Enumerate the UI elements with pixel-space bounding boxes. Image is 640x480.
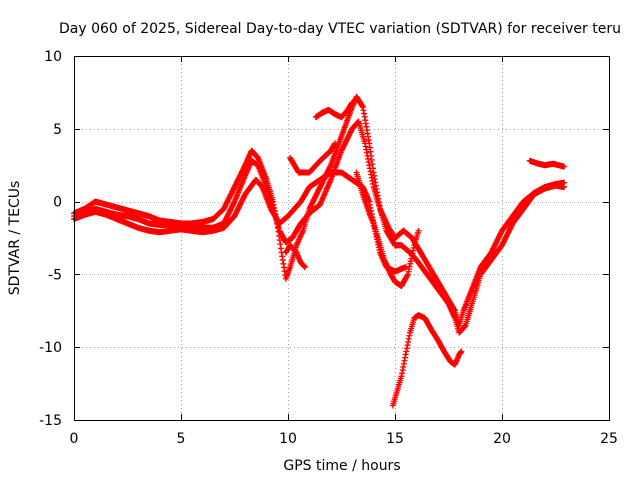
data-points bbox=[71, 93, 568, 409]
data-series bbox=[71, 93, 568, 336]
y-tick-label: -15 bbox=[39, 413, 62, 429]
x-tick-label: 0 bbox=[70, 431, 79, 447]
data-series bbox=[526, 157, 568, 170]
chart-title: Day 060 of 2025, Sidereal Day-to-day VTE… bbox=[59, 21, 621, 37]
x-tick-label: 25 bbox=[600, 431, 618, 447]
x-tick-label: 5 bbox=[177, 431, 186, 447]
y-tick-label: 0 bbox=[53, 195, 62, 211]
y-tick-label: 5 bbox=[53, 122, 62, 138]
data-series bbox=[71, 118, 568, 329]
data-point bbox=[561, 184, 568, 191]
y-tick-label: -10 bbox=[39, 340, 62, 356]
data-series bbox=[282, 242, 309, 271]
data-point bbox=[332, 140, 339, 147]
data-series bbox=[71, 169, 422, 290]
data-point bbox=[415, 227, 422, 234]
data-point bbox=[458, 348, 465, 355]
data-point bbox=[402, 264, 409, 271]
data-series bbox=[312, 99, 356, 121]
y-axis-label: SDTVAR / TECUs bbox=[7, 181, 23, 296]
x-tick-label: 10 bbox=[279, 431, 297, 447]
data-series bbox=[389, 312, 465, 409]
y-tick-label: -5 bbox=[48, 267, 62, 283]
data-point bbox=[302, 264, 309, 271]
x-axis-label: GPS time / hours bbox=[283, 458, 400, 474]
y-tick-label: 10 bbox=[44, 49, 62, 65]
data-point bbox=[349, 99, 356, 106]
x-tick-labels: 0 5 10 15 20 25 bbox=[70, 431, 618, 447]
grid bbox=[74, 56, 609, 420]
data-point bbox=[561, 163, 568, 170]
x-tick-label: 20 bbox=[493, 431, 511, 447]
x-tick-label: 15 bbox=[386, 431, 404, 447]
y-tick-labels: -15 -10 -5 0 5 10 bbox=[39, 49, 62, 429]
axis-ticks bbox=[74, 56, 610, 421]
data-series bbox=[353, 169, 409, 275]
data-series bbox=[287, 140, 339, 176]
plot-frame bbox=[74, 56, 610, 421]
